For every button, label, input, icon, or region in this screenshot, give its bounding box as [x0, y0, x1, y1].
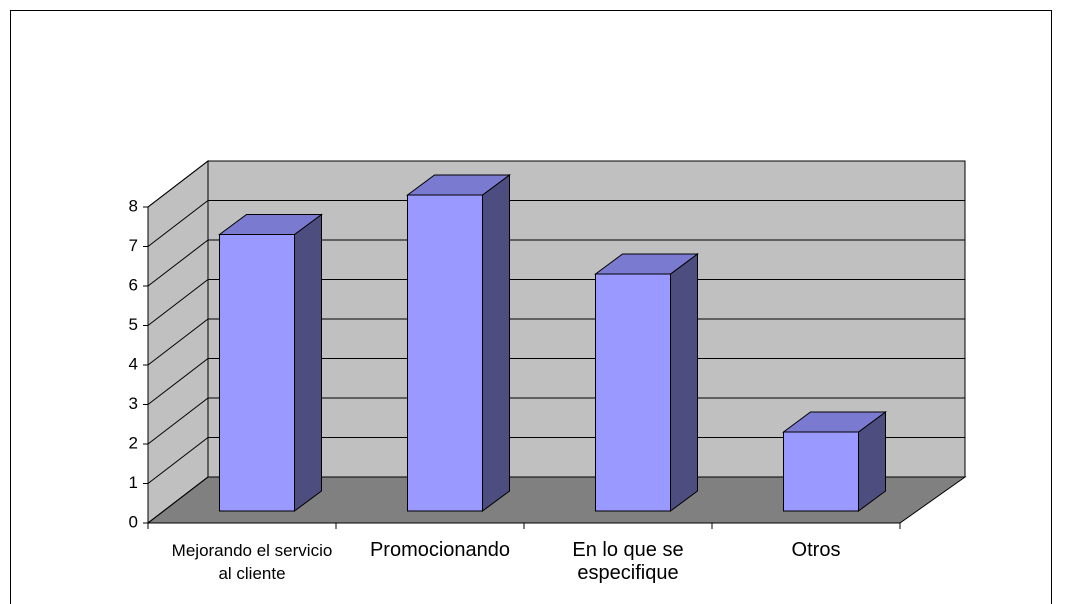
- y-tick-label: 0: [129, 512, 138, 531]
- grid-line: [147, 279, 965, 326]
- grid-line: [147, 239, 965, 287]
- grid-line: [147, 200, 965, 247]
- x-tick-label: En lo que se especifique: [572, 539, 684, 584]
- bar-side: [670, 253, 698, 512]
- y-tick-label: 8: [129, 196, 138, 215]
- grid-line: [147, 397, 965, 445]
- y-tick-label: 6: [129, 275, 138, 294]
- grid-line: [147, 318, 965, 366]
- y-tick-label: 4: [129, 354, 138, 373]
- grid-line: [147, 160, 965, 208]
- x-tick-label: Mejorando el servicio al cliente: [171, 541, 333, 583]
- grid-line: [147, 358, 965, 405]
- y-tick-label: 7: [129, 236, 138, 255]
- y-tick-label: 5: [129, 315, 138, 334]
- bar: [595, 273, 671, 512]
- bar: [407, 194, 483, 512]
- bar-side: [294, 213, 322, 512]
- x-tick-label: Otros: [791, 539, 841, 561]
- y-tick-label: 2: [129, 433, 138, 452]
- grid-line: [147, 437, 965, 484]
- y-tick-label: 1: [129, 473, 138, 492]
- grid-line: [147, 476, 965, 524]
- y-tick-label: 3: [129, 394, 138, 413]
- bar-side: [482, 174, 510, 512]
- x-tick-label: Promocionando: [369, 539, 511, 561]
- bar: [219, 234, 295, 512]
- chart-frame: [10, 10, 1052, 604]
- bar: [783, 431, 859, 512]
